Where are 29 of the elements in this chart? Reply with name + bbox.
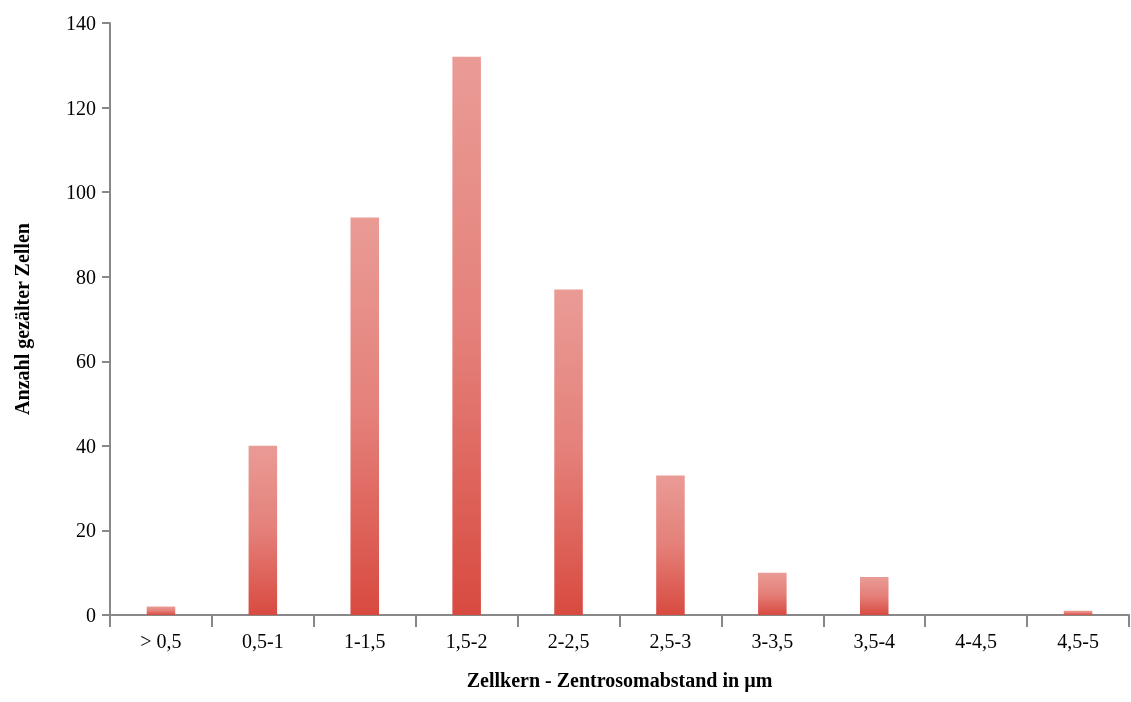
y-tick-label: 0 <box>86 604 96 626</box>
x-tick-label: 4,5-5 <box>1057 630 1099 652</box>
y-tick-label: 120 <box>66 96 96 119</box>
bar <box>554 289 583 615</box>
x-axis-title: Zellkern - Zentrosomabstand in µm <box>466 669 773 692</box>
bar <box>656 475 685 615</box>
y-axis-title: Anzahl gezälter Zellen <box>11 223 34 415</box>
bar <box>248 445 278 615</box>
y-tick-label: 100 <box>66 181 96 204</box>
x-tick-label: 1-1,5 <box>343 630 386 652</box>
bar <box>758 572 787 615</box>
x-tick-label: > 0,5 <box>140 630 182 652</box>
x-tick-label: 1,5-2 <box>445 630 488 652</box>
bar <box>1063 610 1093 615</box>
x-tick-label: 4-4,5 <box>955 630 997 652</box>
x-tick-label: 2-2,5 <box>547 630 590 652</box>
y-tick-label: 140 <box>66 12 96 34</box>
bar <box>859 576 889 615</box>
x-tick-label: 2,5-3 <box>649 630 692 652</box>
x-tick-label: 0,5-1 <box>242 630 284 652</box>
y-tick-label: 80 <box>76 265 96 288</box>
bar <box>452 56 481 615</box>
y-tick-label: 20 <box>76 519 96 542</box>
bar <box>350 217 380 615</box>
bar <box>146 606 176 615</box>
x-tick-label: 3-3,5 <box>751 630 794 652</box>
y-tick-label: 60 <box>76 350 96 373</box>
y-tick-label: 40 <box>76 434 96 457</box>
x-tick-label: 3,5-4 <box>853 630 896 652</box>
